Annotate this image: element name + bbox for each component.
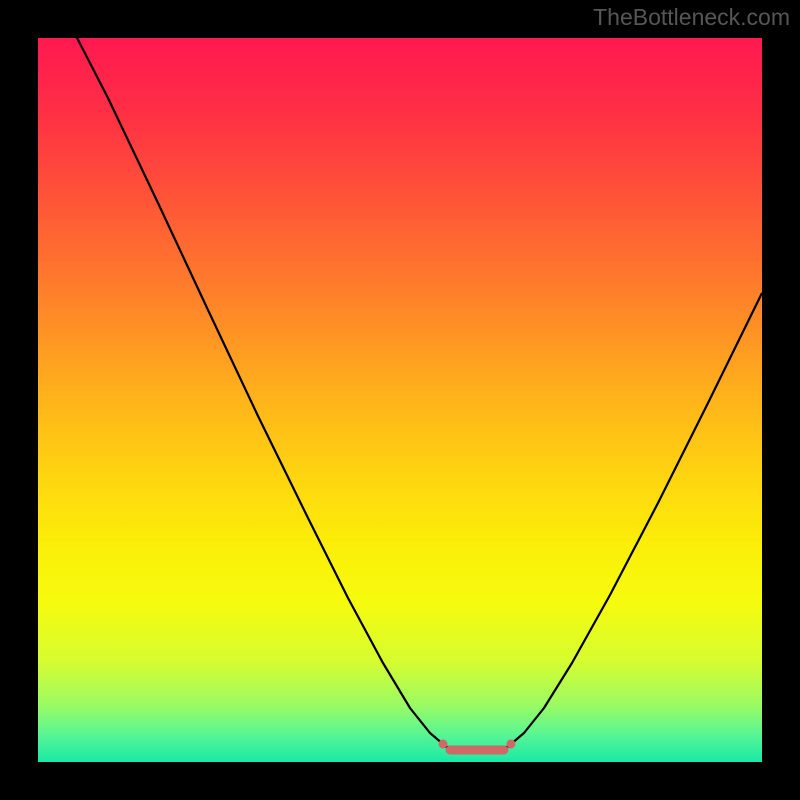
chart-svg	[0, 0, 800, 800]
chart-container: TheBottleneck.com	[0, 0, 800, 800]
watermark-text: TheBottleneck.com	[593, 4, 790, 31]
plot-background	[38, 38, 762, 762]
